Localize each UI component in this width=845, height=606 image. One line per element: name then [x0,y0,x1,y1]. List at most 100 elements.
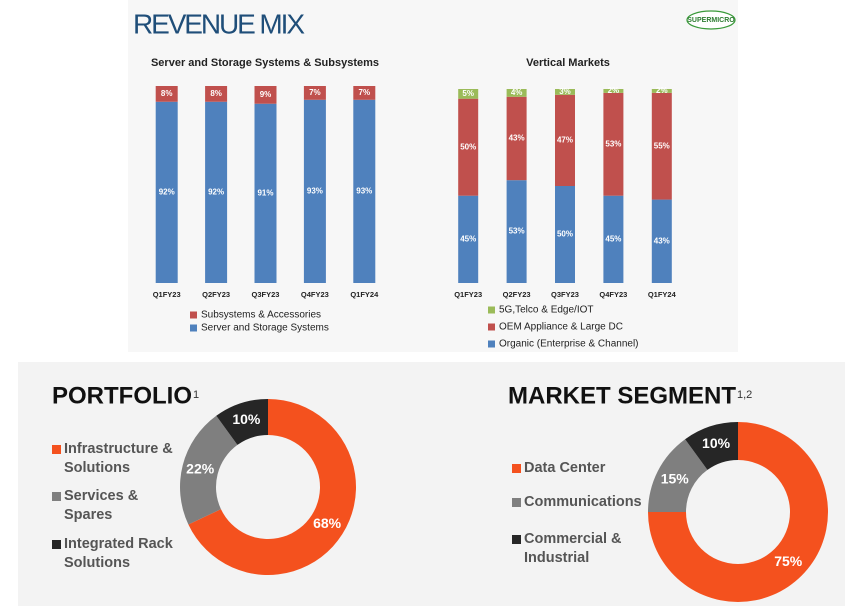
legend-label: Organic (Enterprise & Channel) [499,339,639,350]
x-tick-label: Q1FY23 [454,290,482,299]
legend-swatch [190,311,197,319]
donut-segment [180,415,238,525]
data-label: 47% [557,136,573,145]
page-title: REVENUE MIX [133,8,305,39]
bar-segment [353,86,376,100]
legend-label: Server and Storage Systems [201,323,329,334]
title-note: 1,2 [737,389,752,401]
legend-swatch [512,464,521,473]
logo-badge [686,10,736,30]
x-tick-label: Q1FY24 [350,290,379,299]
bar-segment [458,98,479,196]
data-label: 43% [509,134,525,143]
legend-label: Data Center [524,460,606,476]
x-tick-label: Q3FY23 [551,290,579,299]
data-label: 43% [654,236,670,245]
data-label: 91% [257,188,273,197]
bar-segment [555,94,575,186]
data-label: 9% [260,90,272,99]
bar-segment [555,186,575,283]
data-label: 45% [460,234,476,243]
bar-segment [555,89,575,95]
x-tick-label: Q2FY23 [503,290,531,299]
data-label: 7% [309,88,321,97]
top-panel [128,0,738,352]
legend-label: Infrastructure & Solutions [64,441,173,476]
data-label: 45% [605,234,621,243]
data-label: 53% [509,227,525,236]
legend-label: Integrated Rack Solutions [64,536,173,571]
bar-segment [303,86,326,100]
legend-swatch [52,540,61,549]
data-label: 92% [208,187,224,196]
data-label: 8% [210,89,222,98]
bar-segment [651,92,672,200]
donut-segment [216,399,268,445]
bar-segment [603,92,624,196]
data-label: 93% [356,187,372,196]
chart-title: Server and Storage Systems & Subsystems [151,57,379,69]
bar-segment [458,89,479,99]
bar-segment [506,180,527,283]
bar-segment [254,86,277,104]
data-label: 2% [608,86,620,95]
legend-swatch [488,323,495,331]
legend-swatch [190,324,197,332]
x-tick-label: Q4FY23 [599,290,627,299]
title-note: 1 [193,389,199,401]
data-label: 7% [359,88,371,97]
donut-segment [648,439,708,512]
bar-segment [155,101,178,283]
bar-segment [155,86,178,102]
bar-segment [651,89,672,93]
legend-swatch [488,340,495,348]
legend-swatch [488,306,495,314]
bar-segment [205,101,228,283]
bar-segment [651,199,672,283]
data-label: 68% [313,515,342,531]
data-label: 92% [159,187,175,196]
legend-swatch [52,445,61,454]
data-label: 93% [307,187,323,196]
donut-segment [685,422,738,470]
x-tick-label: Q1FY24 [648,290,677,299]
legend-label: OEM Appliance & Large DC [499,322,623,333]
bar-segment [506,96,527,181]
bar-segment [506,89,527,97]
legend-swatch [512,498,521,507]
legend-swatch [52,492,61,501]
data-label: 53% [605,139,621,148]
legend-swatch [512,535,521,544]
data-label: 75% [774,553,803,569]
bar-segment [205,86,228,102]
data-label: 5% [462,89,474,98]
bar-segment [303,99,326,283]
bar-segment [254,103,277,283]
data-label: 55% [654,141,670,150]
bar-segment [458,195,479,283]
legend-label: Services & Spares [64,488,139,523]
bar-segment [353,99,376,283]
logo: SUPERMICRO [687,17,735,24]
chart-title: Vertical Markets [526,57,610,69]
x-tick-label: Q2FY23 [202,290,230,299]
data-label: 22% [186,460,215,476]
data-label: 15% [661,470,690,486]
donut-segment [648,422,828,602]
chart-title: PORTFOLIO [52,382,192,409]
legend-label: Commercial & Industrial [524,531,622,566]
bar-segment [603,195,624,283]
legend-label: 5G,Telco & Edge/IOT [499,305,594,316]
x-tick-label: Q1FY23 [153,290,181,299]
legend-label: Communications [524,494,642,510]
legend-label: Subsystems & Accessories [201,310,321,321]
data-label: 50% [557,230,573,239]
chart-title: MARKET SEGMENT [508,382,736,409]
data-label: 4% [511,88,523,97]
data-label: 2% [656,86,668,95]
data-label: 10% [232,411,261,427]
x-tick-label: Q3FY23 [252,290,280,299]
x-tick-label: Q4FY23 [301,290,329,299]
